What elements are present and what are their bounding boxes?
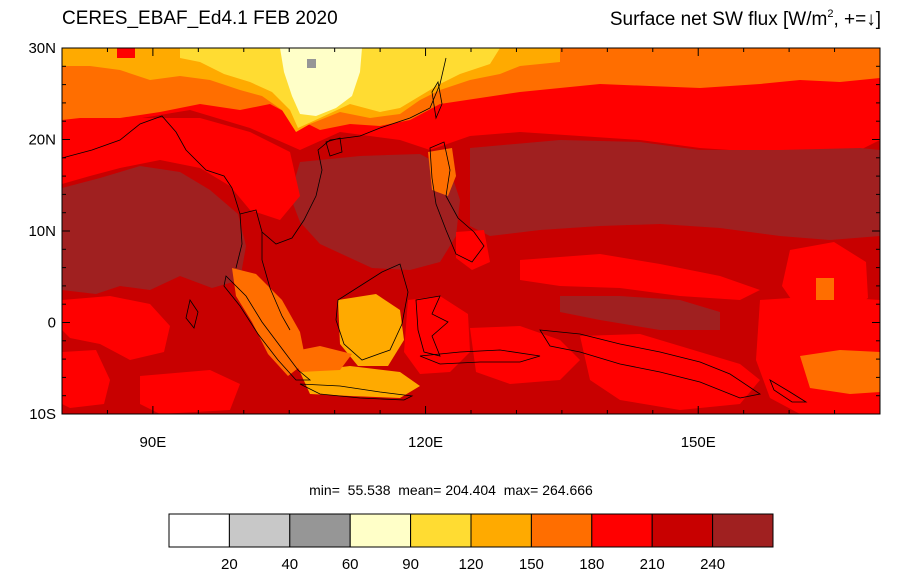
coastline-malaya (261, 232, 291, 331)
colorbar-label: 240 (700, 556, 725, 573)
coastline-india (62, 115, 233, 189)
field-io-red-1 (62, 296, 170, 360)
coastline-taiwan (431, 80, 443, 120)
colorbar-swatch (410, 513, 472, 548)
field-coastal-red (62, 118, 300, 220)
colorbar-swatch (349, 513, 412, 548)
field-pacific-orange-pixel (816, 278, 834, 300)
field-sulawesi-red (404, 296, 470, 374)
colorbar-label: 20 (221, 556, 238, 573)
field-io-red-3 (140, 370, 240, 414)
map-title: CERES_EBAF_Ed4.1 FEB 2020 (62, 8, 338, 29)
field-pacific-red-band (520, 254, 760, 300)
coastline-hainan (325, 137, 343, 157)
coastlines (62, 57, 808, 403)
colorbar-swatch (591, 513, 653, 548)
colorbar: 20 40 60 90 120 150 180 210 240 (168, 513, 774, 573)
field-malaya-orange (244, 290, 290, 346)
lon-tick-label: 120E (408, 434, 443, 451)
field-pacific-darkred (470, 140, 880, 240)
colorbar-swatch (168, 513, 230, 548)
map-axes: 90E 120E 150E 30N 20N 10N 0 10S (28, 40, 881, 451)
colorbar-label: 150 (519, 556, 544, 573)
lat-tick-label: 30N (28, 40, 56, 57)
coastline-sumatra (223, 275, 312, 381)
variable-title-direction: , +=↓] (833, 9, 881, 30)
coastline-borneo (335, 263, 409, 361)
coastline-solomons (769, 379, 808, 403)
variable-title-exponent: 2 (827, 8, 834, 20)
colorbar-swatch (228, 513, 291, 548)
colorbar-swatch (289, 513, 351, 548)
field-mindanao-red (456, 230, 490, 270)
field-newguinea-red (580, 334, 760, 410)
field-moluccas-red (470, 326, 580, 384)
field-java-amber (300, 366, 420, 398)
field-java-orange (290, 346, 352, 372)
coastline-sulawesi (415, 295, 449, 357)
lat-tick-label: 20N (28, 132, 56, 149)
coastline-sri-lanka (185, 298, 199, 329)
field-indochina-darkred (290, 154, 460, 270)
lon-tick-label: 90E (140, 434, 167, 451)
field-gray-pixel (307, 59, 316, 68)
lat-tick-label: 10N (28, 223, 56, 240)
coastline-philippines (429, 141, 485, 263)
colorbar-swatch (712, 513, 774, 548)
lat-tick-label: 0 (48, 315, 56, 332)
coastline-newguinea (539, 329, 762, 399)
coastline-lesser-sunda (419, 349, 541, 365)
colorbar-label: 180 (579, 556, 604, 573)
colorbar-swatch (530, 513, 593, 548)
field-bengal-darkred (62, 166, 246, 294)
flux-field (62, 48, 880, 414)
field-philippines-orange (428, 148, 456, 196)
lon-tick-label: 150E (681, 434, 716, 451)
variable-title: Surface net SW flux [W/m2, +=↓] (610, 8, 881, 31)
lat-tick-label: 10S (29, 406, 56, 423)
field-equatorial-brown (560, 296, 720, 330)
colorbar-label: 210 (640, 556, 665, 573)
field-red-pixel (117, 48, 135, 58)
field-statistics: min= 55.538 mean= 204.404 max= 264.666 (309, 482, 593, 498)
coastline-myanmar (231, 187, 243, 269)
variable-title-main: Surface net SW flux [W/m (609, 9, 828, 30)
colorbar-label: 60 (342, 556, 359, 573)
coastline-indochina (239, 57, 447, 245)
field-io-red-2 (62, 350, 110, 408)
colorbar-label: 90 (402, 556, 419, 573)
colorbar-swatch (470, 513, 532, 548)
colorbar-label: 120 (458, 556, 483, 573)
coastline-java (299, 383, 414, 401)
field-south-pacific-orange (800, 350, 880, 394)
field-south-china-lightyellow (280, 48, 362, 116)
field-borneo-amber (338, 294, 404, 366)
colorbar-swatch (651, 513, 714, 548)
colorbar-label: 40 (281, 556, 298, 573)
